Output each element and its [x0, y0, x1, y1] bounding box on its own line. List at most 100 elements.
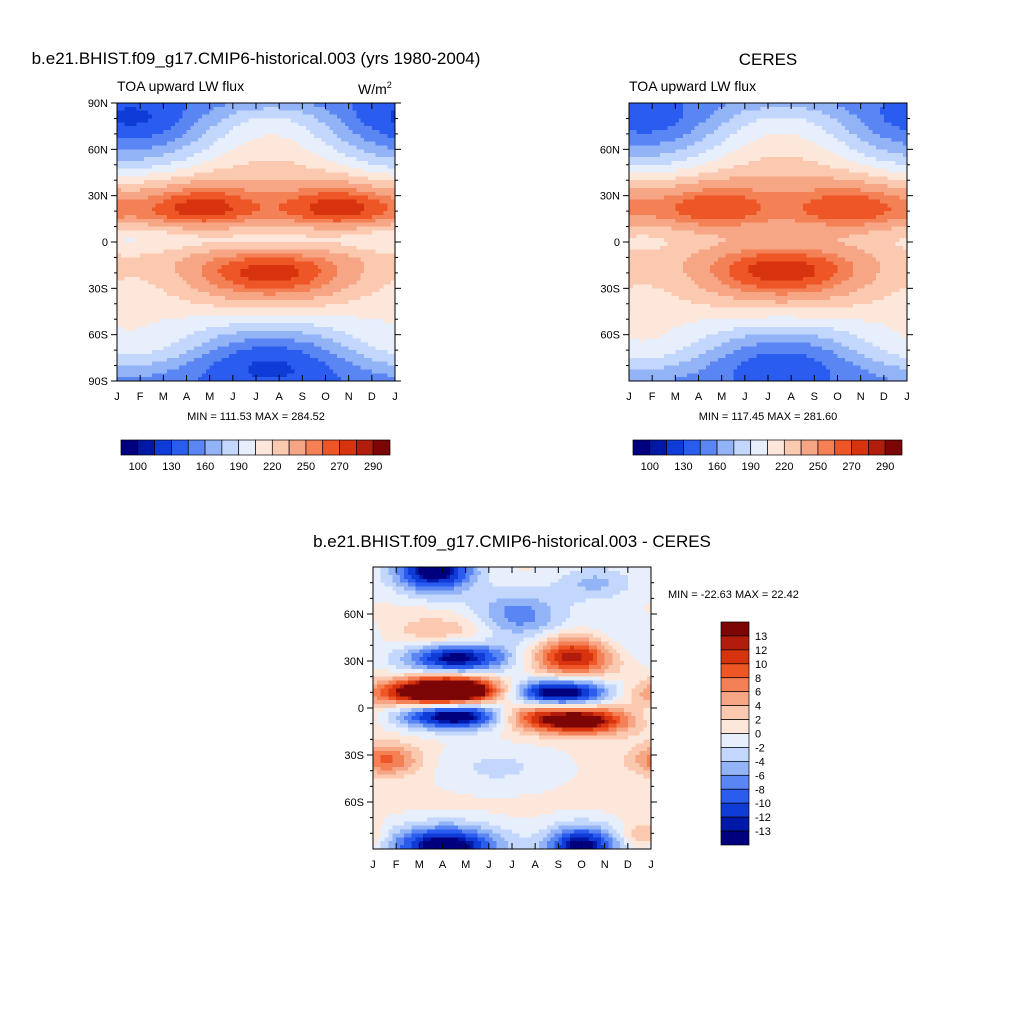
heatmap-cell	[380, 323, 384, 327]
heatmap-cell	[229, 304, 233, 308]
heatmap-cell	[144, 319, 148, 323]
heatmap-cell	[125, 265, 129, 269]
heatmap-cell	[356, 184, 360, 188]
heatmap-cell	[237, 184, 241, 188]
heatmap-cell	[364, 319, 368, 323]
heatmap-cell	[314, 118, 318, 122]
heatmap-cell	[190, 254, 194, 258]
heatmap-cell	[329, 122, 333, 126]
heatmap-cell	[179, 331, 183, 335]
heatmap-cell	[256, 342, 260, 346]
heatmap-cell	[302, 292, 306, 296]
heatmap-cell	[368, 142, 372, 146]
heatmap-cell	[302, 184, 306, 188]
heatmap-cell	[306, 145, 310, 149]
heatmap-cell	[260, 246, 264, 250]
heatmap-cell	[322, 118, 326, 122]
heatmap-cell	[380, 284, 384, 288]
heatmap-cell	[376, 134, 380, 138]
heatmap-cell	[152, 277, 156, 281]
heatmap-cell	[163, 273, 167, 277]
heatmap-cell	[229, 227, 233, 231]
heatmap-cell	[372, 234, 376, 238]
heatmap-cell	[333, 192, 337, 196]
heatmap-cell	[148, 362, 152, 366]
heatmap-cell	[302, 346, 306, 350]
heatmap-cell	[210, 176, 214, 180]
heatmap-cell	[302, 122, 306, 126]
heatmap-cell	[132, 369, 136, 373]
heatmap-cell	[380, 234, 384, 238]
heatmap-cell	[356, 342, 360, 346]
heatmap-cell	[248, 323, 252, 327]
heatmap-cell	[306, 246, 310, 250]
heatmap-cell	[179, 103, 183, 107]
heatmap-cell	[194, 180, 198, 184]
heatmap-cell	[233, 196, 237, 200]
heatmap-cell	[291, 277, 295, 281]
heatmap-cell	[163, 234, 167, 238]
heatmap-cell	[183, 300, 187, 304]
heatmap-cell	[210, 122, 214, 126]
heatmap-cell	[148, 142, 152, 146]
heatmap-cell	[171, 203, 175, 207]
heatmap-cell	[314, 342, 318, 346]
heatmap-cell	[187, 254, 191, 258]
heatmap-cell	[156, 269, 160, 273]
heatmap-cell	[244, 180, 248, 184]
heatmap-cell	[241, 358, 245, 362]
heatmap-cell	[271, 269, 275, 273]
heatmap-cell	[271, 284, 275, 288]
heatmap-cell	[237, 292, 241, 296]
heatmap-cell	[383, 161, 387, 165]
heatmap-cell	[148, 265, 152, 269]
heatmap-cell	[349, 358, 353, 362]
heatmap-cell	[353, 327, 357, 331]
heatmap-cell	[356, 223, 360, 227]
heatmap-cell	[353, 196, 357, 200]
heatmap-cell	[132, 358, 136, 362]
heatmap-cell	[229, 327, 233, 331]
heatmap-cell	[129, 257, 133, 261]
heatmap-cell	[248, 292, 252, 296]
heatmap-cell	[225, 176, 229, 180]
heatmap-cell	[310, 327, 314, 331]
heatmap-cell	[383, 223, 387, 227]
heatmap-cell	[356, 196, 360, 200]
heatmap-cell	[287, 230, 291, 234]
heatmap-cell	[179, 288, 183, 292]
heatmap-cell	[268, 188, 272, 192]
heatmap-cell	[260, 331, 264, 335]
heatmap-cell	[322, 308, 326, 312]
heatmap-cell	[372, 130, 376, 134]
heatmap-cell	[248, 149, 252, 153]
heatmap-cell	[376, 327, 380, 331]
heatmap-cell	[329, 130, 333, 134]
heatmap-cell	[271, 157, 275, 161]
heatmap-cell	[156, 180, 160, 184]
heatmap-cell	[221, 192, 225, 196]
heatmap-cell	[291, 230, 295, 234]
heatmap-cell	[140, 157, 144, 161]
heatmap-cell	[179, 122, 183, 126]
heatmap-cell	[132, 273, 136, 277]
heatmap-cell	[372, 161, 376, 165]
heatmap-cell	[125, 273, 129, 277]
heatmap-cell	[121, 192, 125, 196]
heatmap-cell	[167, 130, 171, 134]
heatmap-cell	[159, 358, 163, 362]
heatmap-cell	[206, 300, 210, 304]
heatmap-cell	[260, 261, 264, 265]
heatmap-cell	[268, 180, 272, 184]
heatmap-cell	[349, 327, 353, 331]
heatmap-cell	[210, 173, 214, 177]
heatmap-cell	[333, 277, 337, 281]
heatmap-cell	[295, 296, 299, 300]
heatmap-cell	[337, 288, 341, 292]
heatmap-cell	[210, 358, 214, 362]
heatmap-cell	[318, 107, 322, 111]
heatmap-cell	[163, 250, 167, 254]
heatmap-cell	[187, 165, 191, 169]
heatmap-cell	[237, 312, 241, 316]
heatmap-cell	[329, 350, 333, 354]
